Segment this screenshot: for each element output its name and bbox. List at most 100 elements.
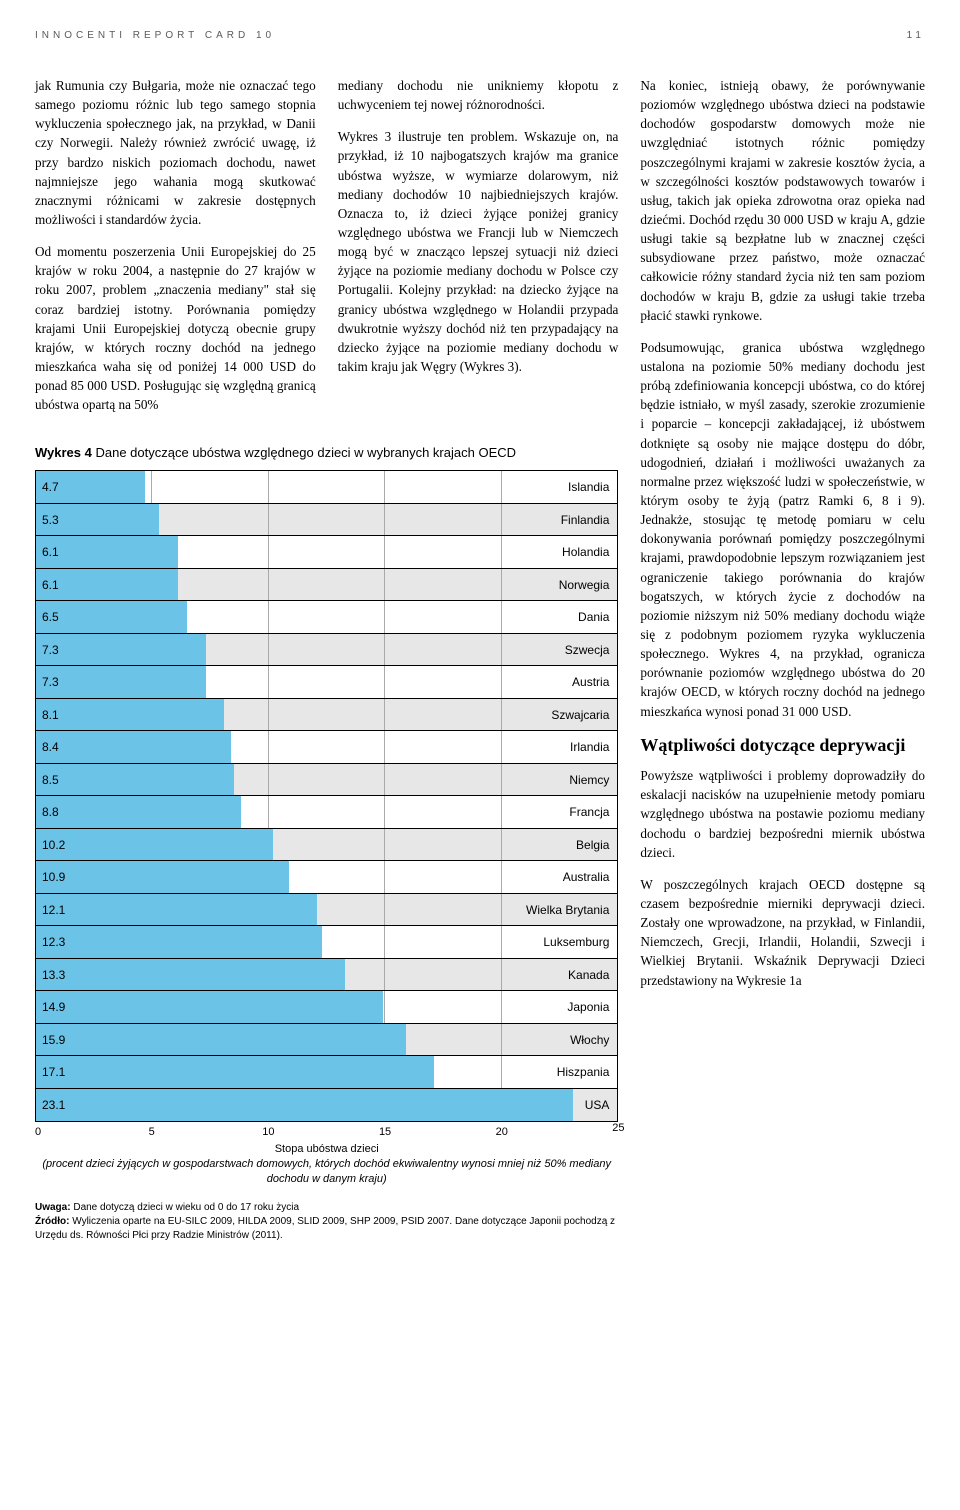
chart-bar-value: 15.9 — [42, 1033, 65, 1047]
chart-bar-value: 14.9 — [42, 1000, 65, 1014]
column-3: Na koniec, istnieją obawy, że porównywan… — [640, 76, 925, 1243]
chart-bar-value: 7.3 — [42, 675, 59, 689]
note1-bold: Uwaga: — [35, 1202, 71, 1213]
chart-bar-label: Dania — [578, 610, 609, 624]
chart-bar-fill — [36, 894, 317, 926]
chart-bar-label: Wielka Brytania — [526, 903, 609, 917]
chart-bar-row: 4.7Islandia — [36, 471, 617, 504]
section-heading-deprywacji: Wątpliwości dotyczące deprywacji — [640, 734, 925, 757]
chart-bar-row: 8.1 Szwajcaria — [36, 699, 617, 732]
chart-bar-row: 7.3 Austria — [36, 666, 617, 699]
chart-bar-row: 12.1 Wielka Brytania — [36, 894, 617, 927]
chart-bar-value: 7.3 — [42, 643, 59, 657]
chart-bar-label: Niemcy — [569, 773, 609, 787]
column-1: jak Rumunia czy Bułgaria, może nie oznac… — [35, 76, 316, 427]
chart-bar-row: 7.3 Szwecja — [36, 634, 617, 667]
chart-bar-row: 14.9 Japonia — [36, 991, 617, 1024]
chart-bar-fill — [36, 699, 224, 731]
chart-bar-value: 5.3 — [42, 513, 59, 527]
col3-para-2: Podsumowując, granica ubóstwa względnego… — [640, 338, 925, 721]
chart-bar-fill — [36, 764, 234, 796]
chart-bar-value: 10.9 — [42, 870, 65, 884]
chart-bar-value: 13.3 — [42, 968, 65, 982]
chart-bar-label: Szwajcaria — [551, 708, 609, 722]
chart-bar-value: 8.4 — [42, 740, 59, 754]
chart-bar-row: 8.4 Irlandia — [36, 731, 617, 764]
chart-bar-label: Holandia — [562, 545, 609, 559]
chart-4: Wykres 4 Dane dotyczące ubóstwa względne… — [35, 445, 618, 1243]
x-axis-title: Stopa ubóstwa dzieci — [275, 1143, 379, 1155]
chart-bar-row: 10.9 Australia — [36, 861, 617, 894]
chart-bar-row: 12.3Luksemburg — [36, 926, 617, 959]
chart-bar-row: 5.3Finlandia — [36, 504, 617, 537]
chart-bar-fill — [36, 796, 241, 828]
chart-bar-value: 8.8 — [42, 805, 59, 819]
chart-bar-value: 17.1 — [42, 1065, 65, 1079]
chart-bar-value: 8.5 — [42, 773, 59, 787]
x-tick-label: 5 — [149, 1126, 155, 1138]
col3-para-3: Powyższe wątpliwości i problemy doprowad… — [640, 766, 925, 862]
col3-para-1: Na koniec, istnieją obawy, że porównywan… — [640, 76, 925, 325]
chart-bar-row: 8.5 Niemcy — [36, 764, 617, 797]
main-columns: jak Rumunia czy Bułgaria, może nie oznac… — [35, 76, 925, 1243]
chart-bar-fill — [36, 926, 322, 958]
header-left: INNOCENTI REPORT CARD 10 — [35, 30, 275, 41]
chart-bar-row: 6.5 Dania — [36, 601, 617, 634]
chart-bar-fill — [36, 1089, 573, 1122]
chart-title-bold: Wykres 4 — [35, 445, 92, 460]
col2-para-2: Wykres 3 ilustruje ten problem. Wskazuje… — [338, 127, 619, 376]
chart-caption: Stopa ubóstwa dzieci (procent dzieci żyj… — [35, 1142, 618, 1187]
chart-bar-fill — [36, 731, 231, 763]
col1-para-2: Od momentu poszerzenia Unii Europejskiej… — [35, 242, 316, 414]
upper-two-columns: jak Rumunia czy Bułgaria, może nie oznac… — [35, 76, 618, 427]
chart-bar-value: 10.2 — [42, 838, 65, 852]
chart-bar-label: Norwegia — [559, 578, 610, 592]
col3-para-4: W poszczególnych krajach OECD dostępne s… — [640, 875, 925, 990]
x-tick-label: 20 — [496, 1126, 508, 1138]
chart-bar-value: 6.1 — [42, 545, 59, 559]
chart-bar-fill — [36, 1024, 406, 1056]
note2-bold: Źródło: — [35, 1216, 69, 1227]
x-axis-subtitle: (procent dzieci żyjących w gospodarstwac… — [42, 1158, 611, 1185]
column-2: mediany dochodu nie unikniemy kłopotu z … — [338, 76, 619, 427]
chart-bar-value: 6.5 — [42, 610, 59, 624]
x-tick-label: 15 — [379, 1126, 391, 1138]
chart-bar-fill — [36, 829, 273, 861]
chart-bar-value: 12.1 — [42, 903, 65, 917]
chart-bar-value: 23.1 — [42, 1098, 65, 1112]
chart-bar-fill — [36, 959, 345, 991]
chart-bar-label: Austria — [572, 675, 609, 689]
chart-bar-row: 6.1 Holandia — [36, 536, 617, 569]
chart-bar-label: Irlandia — [570, 740, 609, 754]
chart-bar-value: 6.1 — [42, 578, 59, 592]
chart-bar-fill — [36, 634, 206, 666]
chart-bar-row: 10.2Belgia — [36, 829, 617, 862]
col1-para-1: jak Rumunia czy Bułgaria, może nie oznac… — [35, 76, 316, 229]
chart-title-rest: Dane dotyczące ubóstwa względnego dzieci… — [92, 445, 516, 460]
note2-rest: Wyliczenia oparte na EU-SILC 2009, HILDA… — [35, 1216, 615, 1241]
chart-bar-label: Włochy — [570, 1033, 609, 1047]
chart-bar-row: 23.1USA — [36, 1089, 617, 1122]
chart-bar-row: 15.9 Włochy — [36, 1024, 617, 1057]
chart-bar-fill — [36, 1056, 434, 1088]
chart-bar-label: Islandia — [568, 480, 609, 494]
x-tick-label: 0 — [35, 1126, 41, 1138]
chart-note-1: Uwaga: Dane dotyczą dzieci w wieku od 0 … — [35, 1201, 618, 1215]
chart-bar-label: Luksemburg — [543, 935, 609, 949]
chart-bar-fill — [36, 666, 206, 698]
page-header: INNOCENTI REPORT CARD 10 11 — [35, 30, 925, 41]
chart-bar-row: 13.3 Kanada — [36, 959, 617, 992]
chart-bar-label: Australia — [563, 870, 610, 884]
chart-bar-label: Japonia — [567, 1000, 609, 1014]
chart-bar-row: 6.1 Norwegia — [36, 569, 617, 602]
chart-bar-value: 8.1 — [42, 708, 59, 722]
chart-bar-label: Francja — [569, 805, 609, 819]
x-tick-label: 10 — [262, 1126, 274, 1138]
header-page-number: 11 — [907, 30, 925, 41]
chart-bar-label: Szwecja — [565, 643, 610, 657]
x-tick-label: 25 — [612, 1122, 624, 1134]
chart-title: Wykres 4 Dane dotyczące ubóstwa względne… — [35, 445, 618, 460]
col2-para-1: mediany dochodu nie unikniemy kłopotu z … — [338, 76, 619, 114]
chart-bar-label: Kanada — [568, 968, 609, 982]
chart-notes: Uwaga: Dane dotyczą dzieci w wieku od 0 … — [35, 1201, 618, 1243]
